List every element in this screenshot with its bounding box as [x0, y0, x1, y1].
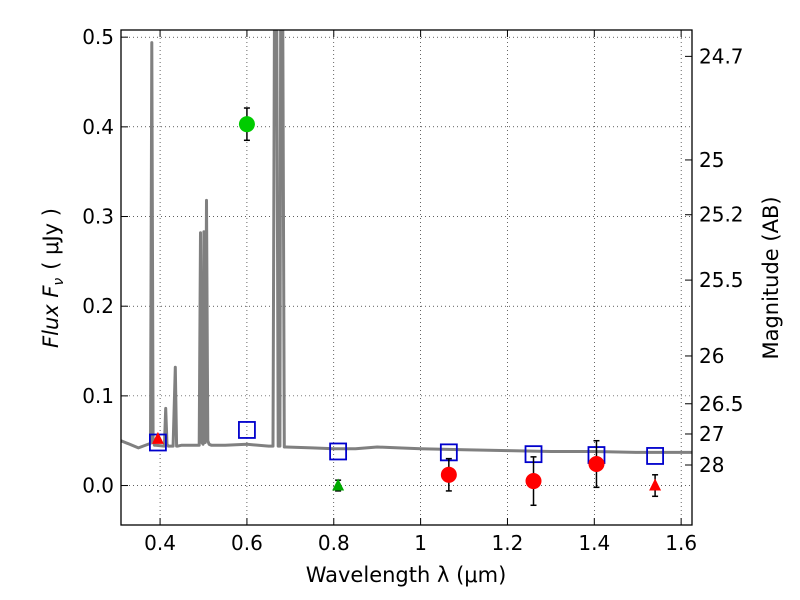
y2-axis-title: Magnitude (AB)	[759, 196, 783, 359]
y-tick-label: 0.2	[82, 294, 114, 318]
magnitude-tick-label: 26	[699, 344, 724, 368]
tick-labels: 0.4 0.6 0.8 1 1.2 1.4 1.6 0.0 0.1 0.2 0.3 0.4 0.5 24.…	[82, 25, 743, 555]
model-sed-line	[121, 30, 692, 454]
x-tick-label: 1.4	[578, 531, 610, 555]
y-axis-title: Flux Fν ( μJy )	[39, 208, 67, 348]
y-axis-title-units: ( μJy )	[39, 208, 63, 270]
ticks	[121, 30, 692, 525]
x-tick-label: 1	[414, 531, 427, 555]
near-ir-photometry-point	[525, 473, 542, 490]
x-tick-label: 0.4	[144, 531, 176, 555]
optical-detection-point	[238, 116, 255, 133]
model-photometry-point	[646, 447, 664, 465]
near-ir-photometry-point	[440, 466, 457, 483]
optical-upper-limit-point	[332, 478, 345, 491]
y-axis-title-main: Flux F	[39, 285, 63, 348]
u-band-marker-point	[151, 431, 164, 444]
x-tick-label: 1.6	[665, 531, 697, 555]
plot-frame	[120, 29, 693, 526]
plot-area	[121, 30, 692, 507]
y-axis-title-subscript: ν	[51, 278, 67, 286]
magnitude-tick-label: 24.7	[699, 44, 744, 68]
model-photometry-point	[329, 442, 348, 461]
x-tick-label: 0.6	[231, 531, 263, 555]
magnitude-tick-label: 25.5	[699, 268, 744, 292]
y-tick-label: 0.5	[82, 25, 114, 49]
magnitude-tick-label: 28	[699, 453, 724, 477]
magnitude-tick-label: 25.2	[699, 203, 744, 227]
near-ir-upper-limit-point	[649, 478, 662, 491]
near-ir-photometry-point	[588, 456, 605, 473]
y-tick-label: 0.4	[82, 115, 114, 139]
magnitude-tick-label: 25	[699, 148, 724, 172]
y-tick-label: 0.3	[82, 205, 114, 229]
magnitude-tick-label: 27	[699, 422, 724, 446]
y-tick-label: 0.1	[82, 384, 114, 408]
x-tick-label: 1.2	[492, 531, 524, 555]
model-photometry-point	[238, 421, 256, 439]
magnitude-tick-label: 26.5	[699, 392, 744, 416]
y-tick-label: 0.0	[82, 474, 114, 498]
x-axis-title: Wavelength λ (μm)	[306, 563, 507, 587]
x-tick-label: 0.8	[318, 531, 350, 555]
